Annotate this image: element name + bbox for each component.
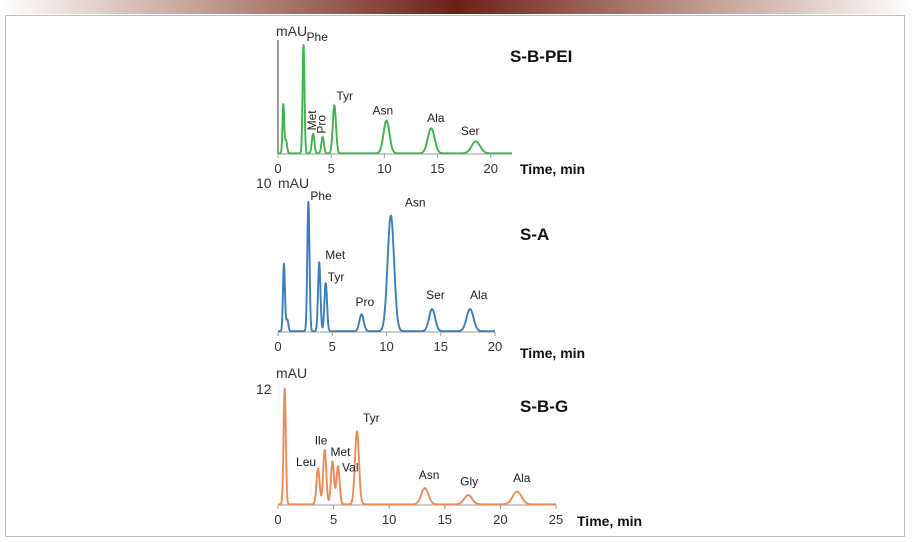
x-tick-label: 10 xyxy=(379,339,393,354)
x-tick-label: 15 xyxy=(434,339,448,354)
peak-label: Val xyxy=(342,461,358,475)
y-unit-label: mAU xyxy=(276,23,307,39)
peak-label: Tyr xyxy=(328,270,345,284)
x-tick-label: 0 xyxy=(274,161,281,176)
chromatogram-trace xyxy=(277,201,496,333)
x-tick-label: 5 xyxy=(329,339,336,354)
x-tick-label: 10 xyxy=(377,161,391,176)
peak-label: Met xyxy=(330,445,351,459)
panel-s-a: 0 5 10 15 20 Phe Met Tyr Pro Asn Ser Ala mAU 10 Time, … xyxy=(256,175,585,361)
chromatogram-trace xyxy=(277,44,513,155)
x-tick-label: 20 xyxy=(488,339,502,354)
figure-frame xyxy=(5,15,905,537)
x-tick-label: 5 xyxy=(330,512,337,527)
x-tick-label: 0 xyxy=(274,512,281,527)
x-tick-label: 20 xyxy=(493,512,507,527)
peak-label: Phe xyxy=(310,189,332,203)
x-tick-label: 0 xyxy=(274,339,281,354)
peak-label: Pro xyxy=(315,115,329,134)
peak-label: Asn xyxy=(419,468,440,482)
peak-label: Ala xyxy=(470,288,488,302)
peak-label: Leu xyxy=(296,455,316,469)
panel-title: S-B-G xyxy=(520,397,568,416)
x-axis-title: Time, min xyxy=(520,345,585,361)
peak-label: Ala xyxy=(513,471,531,485)
x-tick-label: 15 xyxy=(438,512,452,527)
peak-label: Asn xyxy=(372,103,393,117)
peak-label: Pro xyxy=(356,295,375,309)
top-gradient-band xyxy=(0,0,912,14)
x-tick-label: 20 xyxy=(483,161,497,176)
peak-label: Gly xyxy=(460,475,478,489)
peak-label: Asn xyxy=(405,195,426,209)
x-axis-title: Time, min xyxy=(520,161,585,177)
peak-label: Ser xyxy=(426,288,445,302)
peak-label: Met xyxy=(325,248,346,262)
panel-title: S-A xyxy=(520,225,549,244)
y-tick-label: 10 xyxy=(256,175,272,191)
x-tick-label: 5 xyxy=(328,161,335,176)
x-axis-title: Time, min xyxy=(577,513,642,529)
peak-label: Ile xyxy=(315,433,328,447)
peak-label: Tyr xyxy=(336,89,353,103)
y-unit-label: mAU xyxy=(276,365,307,381)
peak-label: Ala xyxy=(427,111,445,125)
chromatogram-trace xyxy=(277,388,557,506)
peak-label: Tyr xyxy=(363,411,380,425)
x-tick-label: 10 xyxy=(382,512,396,527)
y-tick-label: 12 xyxy=(256,381,272,397)
peak-label: Ser xyxy=(461,124,480,138)
panel-title: S-B-PEI xyxy=(510,47,572,66)
x-tick-label: 15 xyxy=(430,161,444,176)
x-tick-label: 25 xyxy=(549,512,563,527)
peak-label: Phe xyxy=(307,30,329,44)
y-unit-label: mAU xyxy=(278,175,309,191)
peak-label: Met xyxy=(305,110,319,131)
